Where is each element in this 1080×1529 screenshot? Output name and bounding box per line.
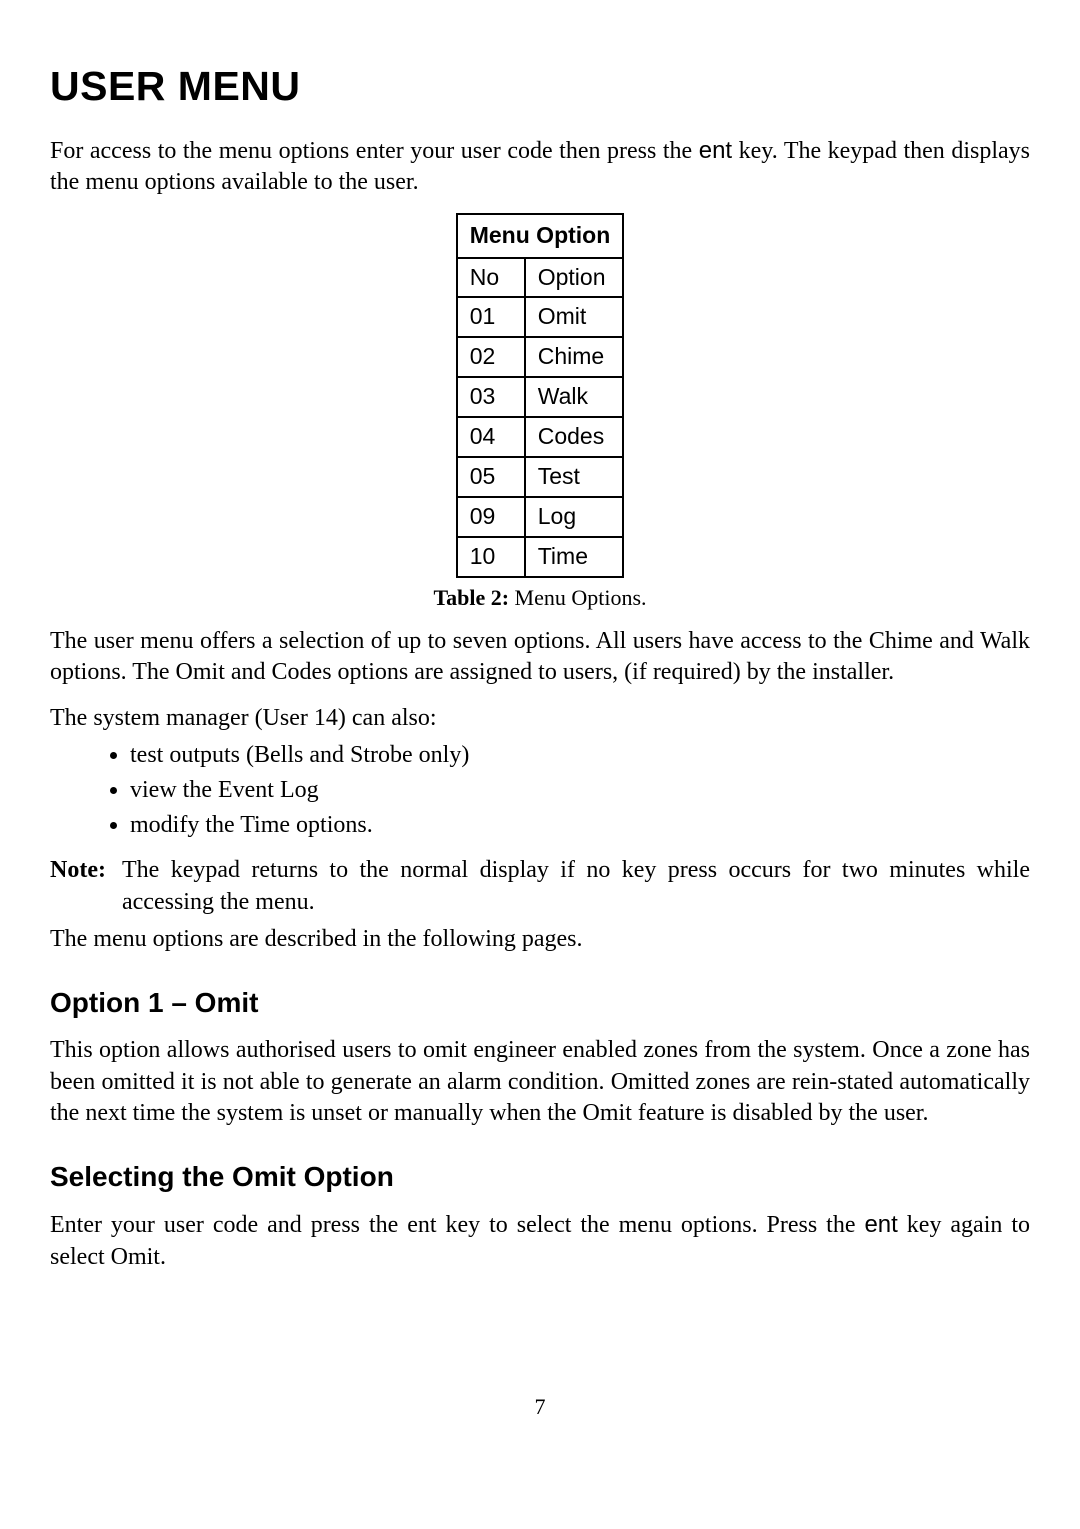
note-label: Note: bbox=[50, 855, 122, 917]
option-1-body: This option allows authorised users to o… bbox=[50, 1035, 1030, 1129]
ent-key-label: ent bbox=[699, 137, 732, 164]
list-item: modify the Time options. bbox=[130, 810, 1030, 841]
ent-key-label: ent bbox=[864, 1211, 897, 1238]
list-item: view the Event Log bbox=[130, 775, 1030, 806]
table-row: 10Time bbox=[457, 537, 624, 577]
manager-capabilities-list: test outputs (Bells and Strobe only) vie… bbox=[50, 740, 1030, 842]
list-item: test outputs (Bells and Strobe only) bbox=[130, 740, 1030, 771]
menu-options-table-wrap: Menu Option No Option 01Omit 02Chime 03W… bbox=[50, 213, 1030, 578]
table-row: 09Log bbox=[457, 497, 624, 537]
table-row: 01Omit bbox=[457, 297, 624, 337]
table-caption: Table 2: Menu Options. bbox=[50, 584, 1030, 613]
paragraph-following-pages: The menu options are described in the fo… bbox=[50, 924, 1030, 955]
table-col-option: Option bbox=[525, 258, 624, 298]
page-title: USER MENU bbox=[50, 60, 1030, 113]
option-1-heading: Option 1 – Omit bbox=[50, 985, 1030, 1021]
paragraph-access-description: The user menu offers a selection of up t… bbox=[50, 626, 1030, 688]
selecting-omit-body: Enter your user code and press the ent k… bbox=[50, 1209, 1030, 1272]
table-col-no: No bbox=[457, 258, 525, 298]
table-row: 05Test bbox=[457, 457, 624, 497]
selecting-omit-heading: Selecting the Omit Option bbox=[50, 1159, 1030, 1195]
table-row: 02Chime bbox=[457, 337, 624, 377]
intro-paragraph: For access to the menu options enter you… bbox=[50, 135, 1030, 198]
table-header: Menu Option bbox=[457, 214, 624, 258]
note-block: Note: The keypad returns to the normal d… bbox=[50, 855, 1030, 917]
menu-options-table: Menu Option No Option 01Omit 02Chime 03W… bbox=[456, 213, 625, 578]
table-row: 04Codes bbox=[457, 417, 624, 457]
paragraph-manager-intro: The system manager (User 14) can also: bbox=[50, 703, 1030, 734]
note-body: The keypad returns to the normal display… bbox=[122, 855, 1030, 917]
page-number: 7 bbox=[50, 1393, 1030, 1422]
table-row: 03Walk bbox=[457, 377, 624, 417]
